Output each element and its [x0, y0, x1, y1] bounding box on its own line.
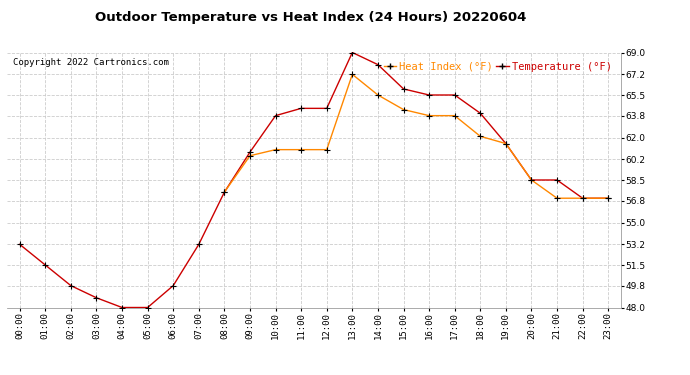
Legend: Heat Index (°F), Temperature (°F): Heat Index (°F), Temperature (°F) [380, 58, 615, 76]
Text: Outdoor Temperature vs Heat Index (24 Hours) 20220604: Outdoor Temperature vs Heat Index (24 Ho… [95, 11, 526, 24]
Text: Copyright 2022 Cartronics.com: Copyright 2022 Cartronics.com [13, 58, 169, 67]
